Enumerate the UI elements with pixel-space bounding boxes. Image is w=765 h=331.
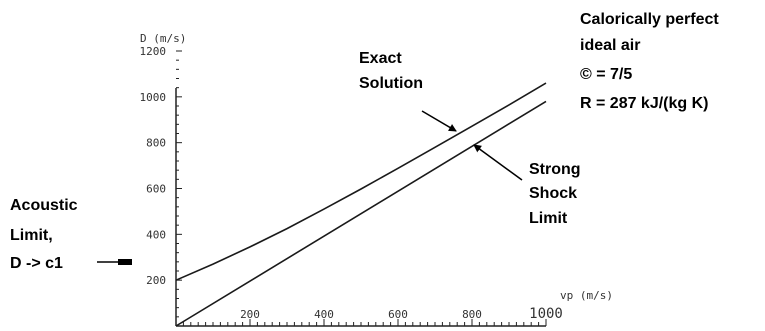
strong-shock-arrow	[473, 144, 523, 181]
x-tick-label: 600	[388, 308, 408, 321]
y-tick-label: 1000	[140, 91, 167, 104]
x-axis-title: vp (m/s)	[560, 289, 613, 302]
strong-shock-label-line3: Limit	[529, 210, 568, 227]
acoustic-limit-pointer-block	[118, 259, 132, 265]
x-tick-label: 800	[462, 308, 482, 321]
y-tick-label: 200	[146, 274, 166, 287]
y-tick-label: 600	[146, 183, 166, 196]
y-axis-title: D (m/s)	[140, 32, 186, 45]
series-line-exact-solution	[175, 82, 547, 281]
y-tick-label: 400	[146, 228, 166, 241]
gas-note-line4: R = 287 kJ/(kg K)	[580, 95, 709, 112]
exact-solution-label-line2: Solution	[359, 75, 423, 92]
exact-solution-arrow	[421, 110, 457, 132]
x-tick-label: 400	[314, 308, 334, 321]
gas-note-line2: ideal air	[580, 37, 640, 54]
y-tick-label: 1200	[140, 45, 167, 58]
exact-solution-label-line1: Exact	[359, 50, 402, 67]
acoustic-limit-label-line1: Acoustic	[10, 197, 78, 214]
strong-shock-label-line2: Shock	[529, 185, 577, 202]
acoustic-limit-label-line2: Limit,	[10, 227, 53, 244]
x-tick-label: 200	[240, 308, 260, 321]
strong-shock-label-line1: Strong	[529, 161, 581, 178]
gas-note-line3: © = 7/5	[580, 66, 632, 83]
x-tick-label: 1000	[529, 306, 563, 322]
y-tick-label: 800	[146, 137, 166, 150]
acoustic-limit-label-line3: D -> c1	[10, 255, 63, 272]
series-line-strong-shock-limit	[175, 100, 547, 327]
x-tick-marks	[182, 319, 547, 326]
gas-note-line1: Calorically perfect	[580, 11, 719, 28]
y-tick-marks	[176, 50, 182, 318]
tick-label-layer: 200 400 600 800 1000 200 400 600 800 1000 1200	[140, 45, 563, 322]
series-layer	[175, 82, 547, 327]
